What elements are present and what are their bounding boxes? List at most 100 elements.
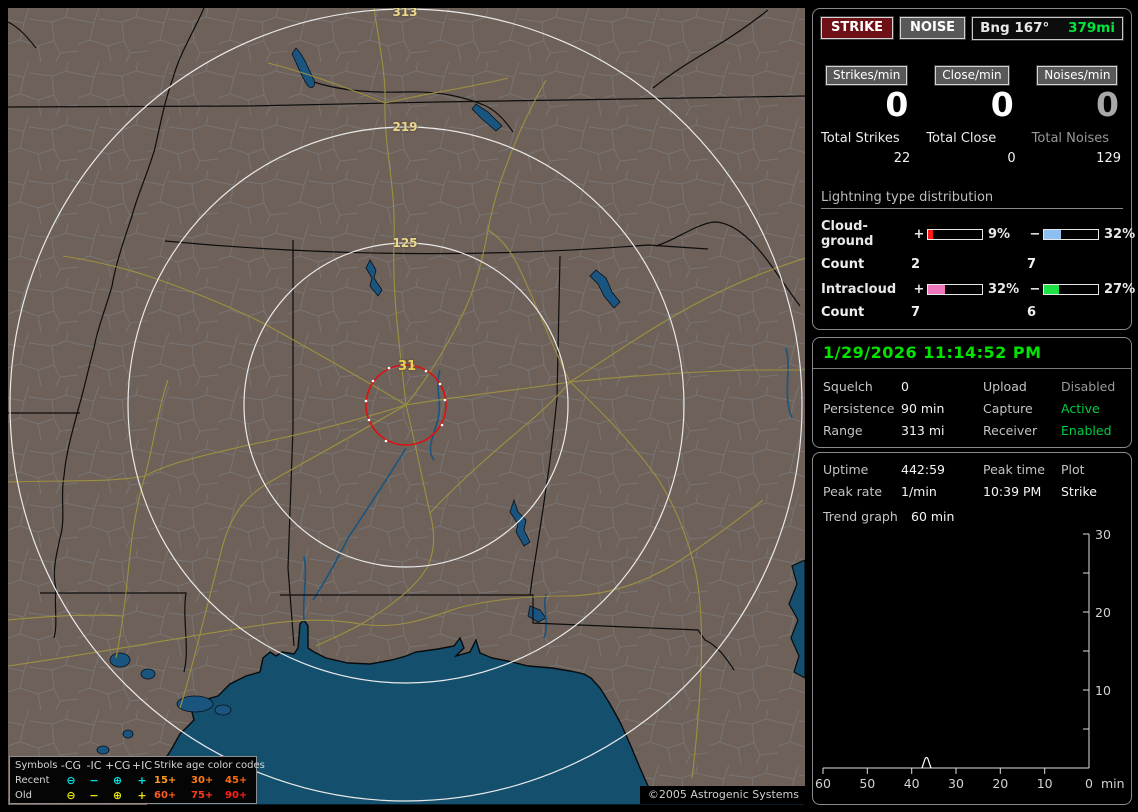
close-per-min-button[interactable]: Close/min (934, 65, 1010, 86)
trend-graph-window: 60 min (911, 509, 955, 524)
range-value: 313 mi (901, 423, 945, 438)
peak-rate-label: Peak rate (823, 484, 883, 499)
rivers (302, 347, 793, 639)
legend-recent-label: Recent (15, 775, 50, 786)
ring-label-125: 125 (392, 236, 418, 250)
total-noises-value: 129 (1096, 151, 1121, 166)
trend-series-strike-rate (921, 756, 932, 769)
svg-text:60: 60 (815, 776, 831, 791)
close-column: Close/min 0 Total Close 0 (926, 64, 1017, 166)
plus-sign: + (913, 282, 925, 297)
svg-text:30: 30 (948, 776, 964, 791)
cloud-ground-row: Cloud-ground + 9% − 32% (821, 219, 1135, 249)
ic-negative-bar (1043, 284, 1099, 295)
legend-old-label: Old (15, 790, 32, 801)
strike-toggle-button[interactable]: STRIKE (819, 16, 895, 40)
recent-pos-cg-icon: ⊕ (112, 774, 123, 787)
uptime-label: Uptime (823, 462, 869, 477)
cloud-ground-count-row: Count 2 7 (821, 257, 1123, 272)
svg-text:20: 20 (992, 776, 1008, 791)
total-strikes-value: 22 (893, 151, 911, 166)
cg-negative-bar (1043, 228, 1099, 240)
symbol-legend: Symbols -CG -IC +CG +IC Strike age color… (9, 756, 265, 804)
distribution-title: Lightning type distribution (821, 190, 1123, 209)
trend-panel: Uptime 442:59 Peak time Plot Peak rate 1… (812, 452, 1132, 805)
age-45: 45+ (225, 775, 248, 786)
ic-negative-pct: 27% (1104, 282, 1136, 297)
stats-panel: STRIKE NOISE Bng 167° 379mi Strikes/min … (812, 8, 1136, 330)
range-rings (9, 8, 803, 802)
total-close-label: Total Close (926, 131, 997, 146)
upload-label: Upload (983, 379, 1027, 394)
atlantic-water (788, 559, 805, 679)
svg-text:10: 10 (1037, 776, 1053, 791)
total-close-value: 0 (1007, 151, 1016, 166)
legend-symbols-header: Symbols (15, 760, 58, 771)
cg-negative-pct: 32% (1104, 226, 1136, 242)
svg-text:20: 20 (1095, 605, 1111, 620)
copyright-text: ©2005 Astrogenic Systems (639, 786, 805, 804)
ic-positive-count: 7 (911, 305, 921, 320)
old-pos-cg-icon: ⊕ (112, 789, 123, 802)
upload-value: Disabled (1061, 379, 1116, 394)
svg-text:50: 50 (859, 776, 875, 791)
noises-column: Noises/min 0 Total Noises 129 (1032, 64, 1123, 166)
bearing-value: Bng 167° (980, 20, 1050, 36)
roads (8, 8, 805, 779)
noise-toggle-button[interactable]: NOISE (899, 16, 967, 40)
intracloud-label: Intracloud (821, 282, 897, 297)
svg-text:40: 40 (904, 776, 920, 791)
ic-positive-bar-fill (928, 285, 946, 294)
total-noises-label: Total Noises (1031, 131, 1109, 146)
total-strikes-label: Total Strikes (821, 131, 900, 146)
lakes (72, 47, 621, 773)
old-neg-ic-icon: − (89, 789, 99, 802)
peak-time-value: 10:39 PM (983, 484, 1042, 499)
age-60: 60+ (154, 790, 177, 801)
cg-positive-pct: 9% (988, 226, 1011, 242)
age-30: 30+ (191, 775, 214, 786)
ic-negative-count: 6 (1027, 305, 1037, 320)
svg-text:30: 30 (1095, 528, 1111, 542)
persistence-label: Persistence (823, 401, 895, 416)
age-90: 90+ (225, 790, 248, 801)
age-15: 15+ (154, 775, 177, 786)
ring-label-313: 313 (392, 8, 418, 19)
legend-col-neg-cg: -CG (60, 759, 82, 772)
minus-sign: − (1029, 226, 1041, 242)
cg-positive-count: 2 (911, 257, 921, 272)
cg-positive-bar (927, 228, 983, 240)
close-range-ring (365, 364, 447, 446)
strikes-per-min-button[interactable]: Strikes/min (824, 65, 909, 86)
persistence-value: 90 min (901, 401, 945, 416)
count-label: Count (821, 257, 865, 272)
ic-positive-pct: 32% (988, 282, 1020, 297)
legend-age-header: Strike age color codes (154, 760, 265, 771)
capture-label: Capture (983, 401, 1033, 416)
count-label: Count (821, 305, 865, 320)
ic-positive-bar (927, 284, 983, 295)
plus-sign: + (913, 226, 925, 242)
uptime-value: 442:59 (901, 462, 945, 477)
peak-time-label: Peak time (983, 462, 1045, 477)
age-75: 75+ (191, 790, 214, 801)
strikes-per-min-value: 0 (885, 85, 909, 124)
noises-per-min-button[interactable]: Noises/min (1036, 65, 1119, 86)
ic-negative-bar-fill (1044, 285, 1059, 294)
status-panel: 1/29/2026 11:14:52 PM Squelch 0 Upload D… (812, 337, 1132, 448)
squelch-label: Squelch (823, 379, 873, 394)
ring-label-219: 219 (392, 120, 418, 134)
recent-neg-ic-icon: − (89, 774, 99, 787)
old-neg-cg-icon: ⊖ (66, 789, 76, 802)
minus-sign: − (1029, 282, 1041, 297)
squelch-value: 0 (901, 379, 909, 394)
recent-pos-ic-icon: + (137, 774, 147, 787)
bearing-display: Bng 167° 379mi (971, 16, 1124, 41)
plot-label: Plot (1061, 462, 1085, 477)
svg-text:0: 0 (1085, 776, 1093, 791)
bearing-range: 379mi (1068, 20, 1115, 36)
cg-negative-bar-fill (1044, 229, 1062, 239)
receiver-label: Receiver (983, 423, 1038, 438)
recent-neg-cg-icon: ⊖ (66, 774, 76, 787)
cg-negative-count: 7 (1027, 257, 1037, 272)
